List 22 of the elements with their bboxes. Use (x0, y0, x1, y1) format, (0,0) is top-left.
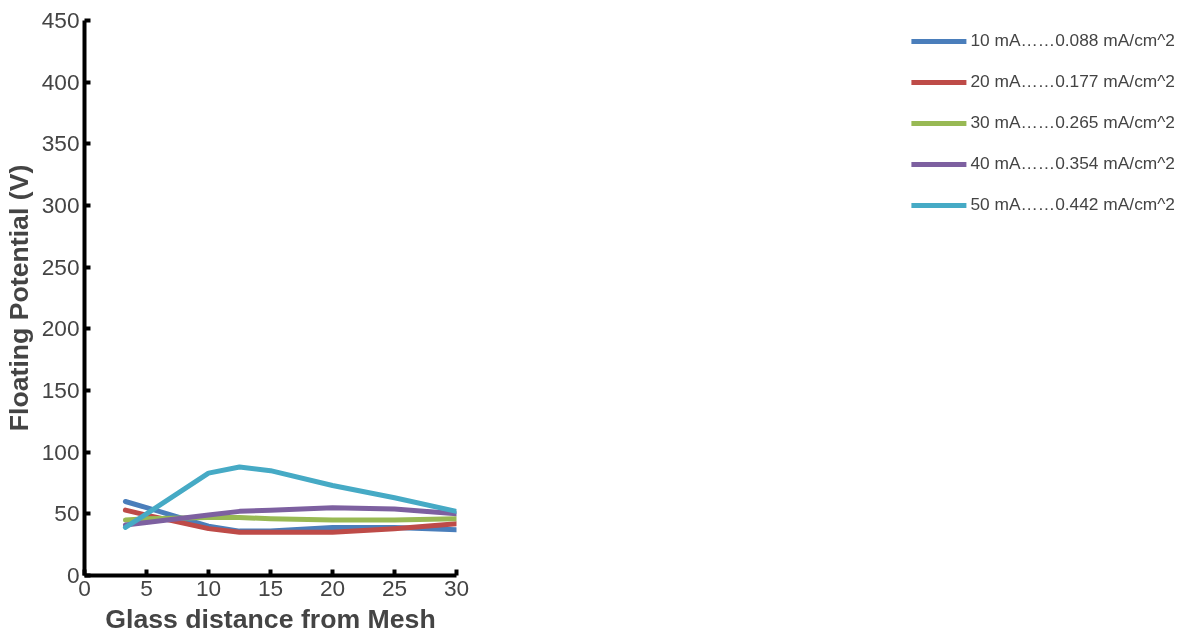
legend-label: 10 mA……0.088 mA/cm^2 (970, 30, 1175, 51)
legend-label: 30 mA……0.265 mA/cm^2 (970, 112, 1175, 133)
y-tick-label: 150 (41, 377, 80, 403)
y-tick-label: 100 (41, 438, 80, 465)
x-tick-label: 5 (140, 574, 153, 601)
x-tick-label: 25 (381, 574, 408, 601)
x-tick-label: 20 (319, 574, 346, 601)
y-tick-label: 450 (41, 7, 80, 33)
y-tick-label: 50 (54, 500, 80, 527)
x-tick-label: 30 (443, 574, 470, 601)
y-tick-label: 300 (41, 192, 80, 218)
legend-label: 20 mA……0.177 mA/cm^2 (970, 71, 1175, 92)
y-tick-label: 350 (41, 130, 80, 157)
legend-label: 50 mA……0.442 mA/cm^2 (970, 194, 1175, 215)
y-tick-label: 400 (41, 68, 80, 95)
y-axis-title: Floating Potential (V) (3, 164, 34, 432)
x-tick-label: 10 (195, 574, 222, 601)
x-axis-title: Glass distance from Mesh (105, 603, 436, 634)
y-tick-label: 200 (41, 315, 80, 342)
x-tick-label: 15 (257, 574, 284, 601)
legend-label: 40 mA……0.354 mA/cm^2 (970, 153, 1175, 174)
y-tick-label: 250 (41, 253, 80, 280)
